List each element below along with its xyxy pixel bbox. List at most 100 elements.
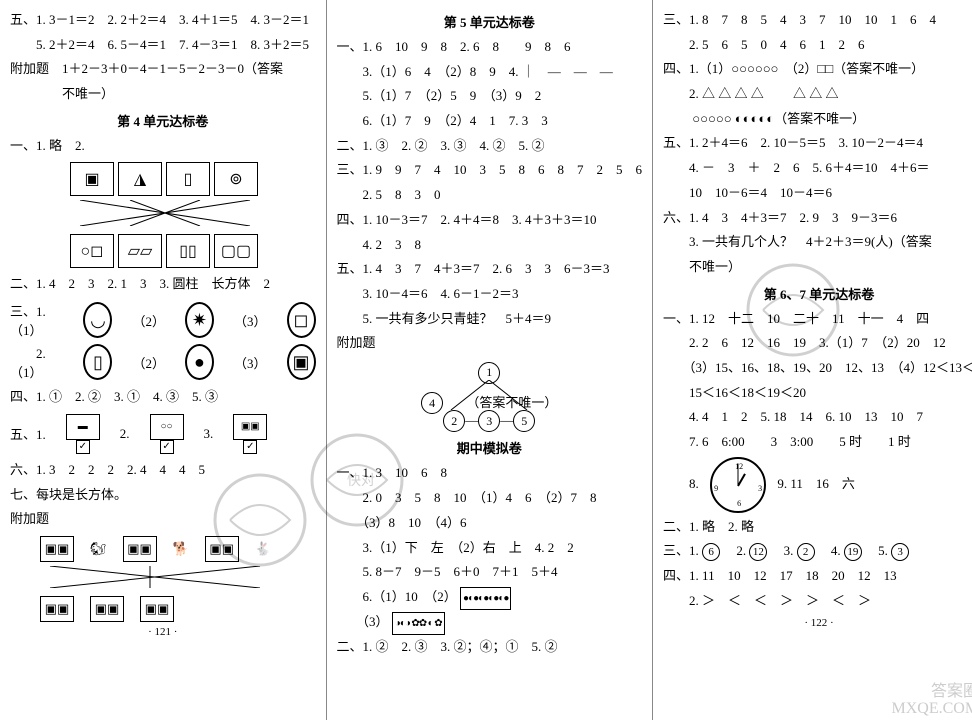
cross-lines-icon — [70, 200, 270, 226]
rabbit-icon: 🐇 — [255, 541, 271, 557]
section-title: 第 4 单元达标卷 — [10, 111, 316, 130]
ball-icon: ● — [185, 344, 214, 380]
text-line: 三、1. 8 7 8 5 4 3 7 10 10 1 6 4 — [663, 8, 972, 33]
text-line: 6.（1）7 9 （2）4 1 7. 3 3 — [337, 109, 643, 134]
circled-number: 3 — [891, 543, 909, 561]
text-line: （3）15、16、18、19、20 12、13 （4）12＜13＜ — [663, 356, 972, 381]
text-line: 三、1. 9 9 7 4 10 3 5 8 6 8 7 2 5 6 — [337, 158, 643, 183]
node: 2 — [443, 410, 465, 432]
shapes-icon: ○◻ — [70, 234, 114, 268]
text-line: 四、1. 10－3＝7 2. 4＋4＝8 3. 4＋3＋3＝10 — [337, 208, 643, 233]
shape-row-top: ▣ ◮ ▯ ⊚ — [70, 162, 316, 196]
page-number: · 122 · — [663, 617, 972, 629]
box-icon: ◻ — [287, 302, 316, 338]
blocks-icon: ▣ — [287, 344, 316, 380]
brand-watermark: 答案圈 MXQE.COM — [892, 683, 972, 718]
bowl-icon: ◡ — [83, 302, 112, 338]
label: 三、1.（1） — [10, 301, 63, 339]
text-line: 四、1.（1）○○○○○○ （2）□□（答案不唯一） — [663, 57, 972, 82]
text-line: 2. 5 6 5 0 4 6 1 2 6 — [663, 33, 972, 58]
cube-icon: ▣ — [70, 162, 114, 196]
text-line: 五、1. 4 3 7 4＋3＝7 2. 6 3 3 6－3＝3 — [337, 257, 643, 282]
text-line: 5. 2＋2＝4 6. 5－4＝1 7. 4－3＝1 8. 3＋2＝5 — [10, 33, 316, 58]
brand-text: 答案圈 — [892, 683, 972, 701]
text-line: 附加题 — [10, 507, 316, 532]
solid-icon: ▬ — [66, 414, 100, 440]
text-line: 10 10－6＝4 10－4＝6 — [663, 181, 972, 206]
text-line: 3. 一共有几个人？ 4＋2＋3＝9(人)（答案 — [663, 230, 972, 255]
label: 8. — [663, 476, 699, 491]
label: （3） — [337, 614, 389, 629]
block-row: ▣▣ ▣▣ ▣▣ — [40, 596, 316, 622]
can-icon: ▯ — [83, 344, 112, 380]
blocks-icon: ▣▣ — [40, 536, 74, 562]
text-line: 六、1. 3 2 2 2 2. 4 4 4 5 — [10, 458, 316, 483]
text-line: 四、1. ① 2. ② 3. ① 4. ③ 5. ③ — [10, 385, 316, 410]
text-line: 五、1. 3－1＝2 2. 2＋2＝4 3. 4＋1＝5 4. 3－2＝1 — [10, 8, 316, 33]
text-line: 6.（1）10 （2） ●◐●◐●◐●◐● — [337, 585, 643, 610]
column-left: 五、1. 3－1＝2 2. 2＋2＝4 3. 4＋1＝5 4. 3－2＝1 5.… — [0, 0, 327, 720]
text-line: 不唯一） — [663, 255, 972, 280]
text-line: 3.（1）下 左 （2）右 上 4. 2 2 — [337, 536, 643, 561]
label: 三、1. — [663, 543, 699, 558]
shapes-icon: ▯▯ — [166, 234, 210, 268]
column-middle: 第 5 单元达标卷 一、1. 6 10 9 8 2. 6 8 9 8 6 3.（… — [327, 0, 654, 720]
block-group: ▣▣ ✓ — [233, 414, 267, 454]
page-number: · 121 · — [10, 626, 316, 638]
circled-number: 2 — [797, 543, 815, 561]
text-line: 六、1. 4 3 4＋3＝7 2. 9 3 9－3＝6 — [663, 206, 972, 231]
icon-row: 三、1.（1） ◡ （2） ✷ （3） ◻ — [10, 301, 316, 339]
text-line: 三、1. 6 2. 12 3. 2 4. 19 5. 3 — [663, 539, 972, 564]
cross-lines-icon — [40, 566, 280, 588]
text-line: 2. 2 6 12 16 19 3.（1）7 （2）20 12 — [663, 331, 972, 356]
label: （3） — [234, 353, 267, 372]
text-line: 四、1. 11 10 12 17 18 20 12 13 — [663, 564, 972, 589]
text-line: 一、1. 3 10 6 8 — [337, 461, 643, 486]
shapes-icon: ▱▱ — [118, 234, 162, 268]
blocks-icon: ▣▣ — [90, 596, 124, 622]
text-line: 不唯一） — [10, 82, 316, 107]
check-icon: ✓ — [160, 440, 174, 454]
label: （答案不唯一） — [466, 395, 557, 410]
text-line: 2. 5 8 3 0 — [337, 183, 643, 208]
solid-icon: ▣▣ — [233, 414, 267, 440]
cone-icon: ◮ — [118, 162, 162, 196]
sphere-icon: ⊚ — [214, 162, 258, 196]
text-line: 5.（1）7 （2）5 9 （3）9 2 — [337, 84, 643, 109]
node: 3 — [478, 410, 500, 432]
label: （3） — [234, 311, 267, 330]
section-title: 第 6、7 单元达标卷 — [663, 284, 972, 303]
text-line: 七、每块是长方体。 — [10, 483, 316, 508]
icon-row: 2.（1） ▯ （2） ● （3） ▣ — [10, 343, 316, 381]
shuttlecock-icon: ✷ — [185, 302, 214, 338]
text-line: 二、1. 略 2. 略 — [663, 515, 972, 540]
blocks-icon: ▣▣ — [205, 536, 239, 562]
text-line: 2. ＞ ＜ ＜ ＞ ＞ ＜ ＞ — [663, 589, 972, 614]
shapes-icon: ▢▢ — [214, 234, 258, 268]
section-title: 第 5 单元达标卷 — [337, 12, 643, 31]
text-line: 7. 6 6:00 3 3:00 5 时 1 时 — [663, 430, 972, 455]
text-line: 5. 8－7 9－5 6＋0 7＋1 5＋4 — [337, 560, 643, 585]
text-line: 二、1. 4 2 3 2. 1 3 3. 圆柱 长方体 2 — [10, 272, 316, 297]
text-line: 8. 12 3 6 9 9. 11 16 六 — [663, 455, 972, 515]
text-line: （3）8 10 （4）6 — [337, 511, 643, 536]
text-line: 2. △ △ △ △ △ △ △ — [663, 82, 972, 107]
text-line: 2. 0 3 5 8 10 （1）4 6 （2）7 8 — [337, 486, 643, 511]
dog-icon: 🐕 — [173, 541, 189, 557]
section-title: 期中模拟卷 — [337, 438, 643, 457]
label: （2） — [132, 353, 165, 372]
check-icon: ✓ — [76, 440, 90, 454]
text-line: 3. 10－4＝6 4. 6－1－2＝3 — [337, 282, 643, 307]
text-line: 4. 2 3 8 — [337, 233, 643, 258]
text-line: 一、1. 略 2. — [10, 134, 316, 159]
text-line: 4. 4 1 2 5. 18 14 6. 10 13 10 7 — [663, 405, 972, 430]
column-right: 三、1. 8 7 8 5 4 3 7 10 10 1 6 4 2. 5 6 5 … — [653, 0, 972, 720]
text-line: 二、1. ② 2. ③ 3. ②；④；① 5. ② — [337, 635, 643, 660]
circled-number: 19 — [844, 543, 862, 561]
clock-icon: 12 3 6 9 — [710, 457, 766, 513]
label: 2. — [120, 426, 130, 442]
text-line: ○○○○○ ◐◐◐◐◐（答案不唯一） — [663, 107, 972, 132]
pattern-icon: ◑◐◑ ✿✿ ◐ ✿ — [392, 612, 445, 635]
label: 2.（1） — [10, 343, 63, 381]
node: 4 — [421, 392, 443, 414]
